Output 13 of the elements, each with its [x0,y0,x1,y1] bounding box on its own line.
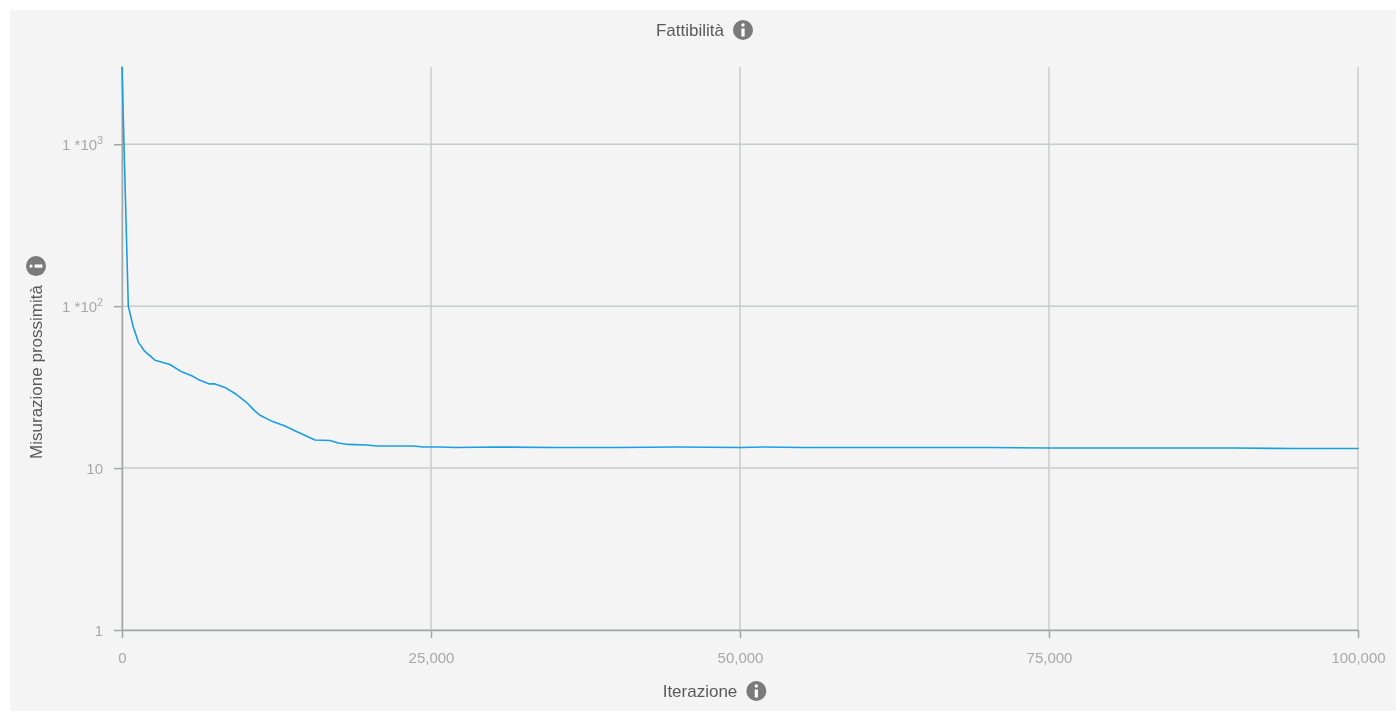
y-axis-title: Misurazione prossimità [27,284,46,459]
x-tick-label: 75,000 [1026,649,1073,666]
y-tick-label: 1 *10$^{2}$ [62,295,104,315]
x-axis-title: Iterazione [662,682,738,701]
chart-title: Fattibilità [655,21,725,40]
line-series [121,66,1359,450]
x-tick-label: 100,000 [1331,649,1386,666]
x-tick-label: 0 [118,649,127,666]
x-tick-label: 25,000 [408,649,455,666]
x-tick-label: 50,000 [717,649,764,666]
y-tick-label: 1 [94,621,103,639]
y-tick-label: 1 *10$^{3}$ [62,134,104,153]
y-tick-label: 10 [86,459,103,477]
